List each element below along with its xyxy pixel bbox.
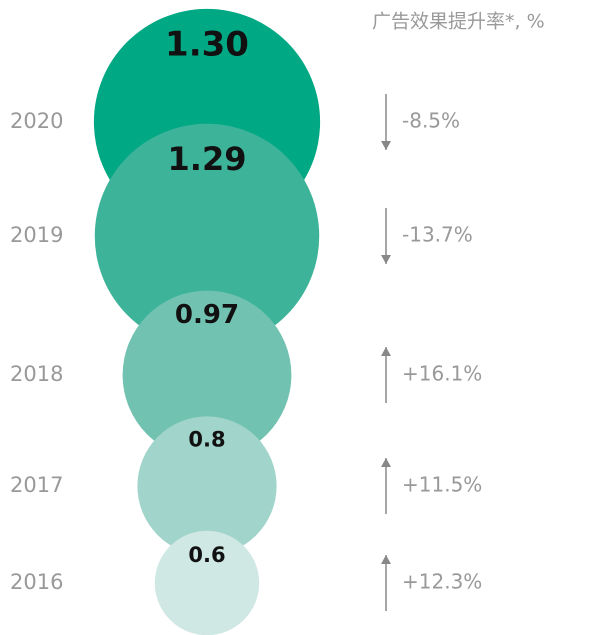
value-label: 1.30 bbox=[165, 24, 249, 64]
value-label: 0.97 bbox=[175, 300, 239, 330]
year-label: 2016 bbox=[10, 570, 63, 594]
bubble bbox=[122, 290, 292, 460]
value-label: 0.6 bbox=[188, 543, 225, 567]
change-arrow bbox=[381, 208, 391, 264]
change-label: +12.3% bbox=[402, 570, 482, 594]
bubble bbox=[154, 530, 260, 635]
bubble bbox=[94, 123, 320, 349]
year-label: 2019 bbox=[10, 223, 63, 247]
change-label: +11.5% bbox=[402, 473, 482, 497]
change-label: -13.7% bbox=[402, 223, 473, 247]
bubble bbox=[137, 416, 277, 556]
year-label: 2017 bbox=[10, 473, 63, 497]
value-label: 0.8 bbox=[188, 427, 225, 451]
value-label: 1.29 bbox=[168, 140, 247, 178]
year-label: 2020 bbox=[10, 109, 63, 133]
year-label: 2018 bbox=[10, 362, 63, 386]
chart-title: 广告效果提升率*, % bbox=[372, 11, 545, 33]
change-arrow bbox=[381, 347, 391, 403]
change-arrow bbox=[381, 555, 391, 611]
change-label: +16.1% bbox=[402, 362, 482, 386]
change-arrow bbox=[381, 458, 391, 514]
change-label: -8.5% bbox=[402, 109, 460, 133]
change-arrow bbox=[381, 94, 391, 150]
